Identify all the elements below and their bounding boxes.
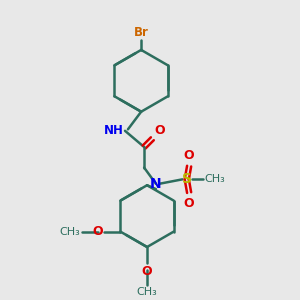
Text: CH₃: CH₃ bbox=[137, 287, 158, 297]
Text: O: O bbox=[184, 197, 194, 210]
Text: O: O bbox=[92, 225, 103, 238]
Text: CH₃: CH₃ bbox=[204, 174, 225, 184]
Text: O: O bbox=[184, 149, 194, 162]
Text: S: S bbox=[182, 172, 192, 186]
Text: O: O bbox=[155, 124, 165, 137]
Text: NH: NH bbox=[104, 124, 124, 137]
Text: Br: Br bbox=[134, 26, 148, 39]
Text: O: O bbox=[142, 265, 152, 278]
Text: CH₃: CH₃ bbox=[60, 226, 81, 237]
Text: N: N bbox=[150, 177, 162, 191]
